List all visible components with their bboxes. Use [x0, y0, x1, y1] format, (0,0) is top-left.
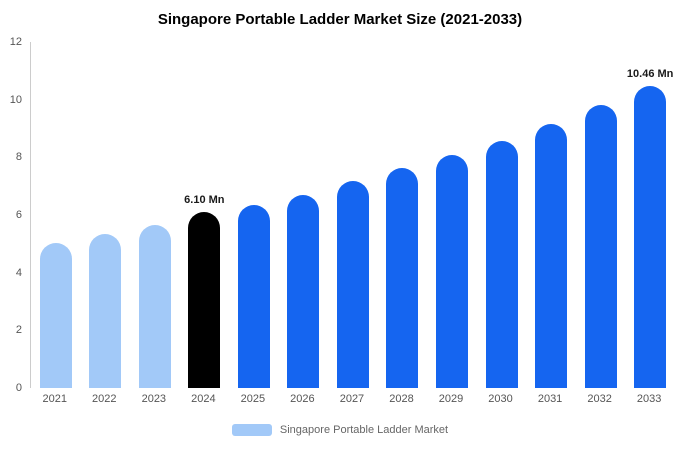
bar-2030	[485, 140, 518, 388]
bar-2026	[287, 194, 320, 388]
legend-swatch	[231, 424, 272, 436]
bar-2031	[535, 124, 568, 388]
x-tick-label: 2021	[42, 393, 67, 405]
x-tick-label: 2022	[92, 393, 117, 405]
bar-slot: 10.46 Mn	[625, 42, 675, 388]
legend-label: Singapore Portable Ladder Market	[279, 424, 449, 436]
y-tick-label: 10	[9, 93, 22, 106]
x-tick-label: 2025	[240, 393, 266, 405]
bar-slot	[427, 42, 477, 388]
bar-slot	[328, 42, 378, 388]
bar-slot	[229, 42, 279, 388]
x-tick-label: 2032	[587, 393, 612, 405]
x-tick-label: 2028	[389, 393, 414, 405]
bar-2024	[188, 212, 221, 388]
bar-2021	[39, 242, 72, 388]
y-tick-label: 6	[15, 209, 22, 221]
bar-2029	[436, 155, 469, 388]
x-axis: 2021 2022 2023 2024 2025 2026 2027 2028 2029 2030…	[30, 393, 674, 405]
bar-slot	[130, 42, 180, 388]
bar-2025	[237, 204, 270, 388]
x-tick-label: 2029	[438, 393, 464, 405]
bar-slot	[31, 42, 81, 388]
x-tick-label: 2033	[636, 393, 662, 405]
bar-2023	[138, 225, 171, 388]
y-tick-label: 8	[15, 151, 22, 164]
legend: Singapore Portable Ladder Market	[0, 424, 680, 436]
x-tick-label: 2023	[141, 393, 167, 405]
bar-2032	[584, 105, 617, 388]
bar-2027	[336, 180, 369, 388]
bar-slot	[576, 42, 626, 388]
x-tick-label: 2026	[290, 393, 315, 405]
bar-value-label: 10.46 Mn	[626, 68, 674, 81]
plot-area: 6.10 Mn 10.46 Mn	[30, 42, 675, 388]
y-axis: 0 2 4 6 8 10 12	[0, 36, 26, 394]
y-tick-label: 4	[15, 266, 22, 279]
bar-slot	[526, 42, 576, 388]
bar-2028	[386, 168, 419, 388]
bar-slot	[378, 42, 428, 388]
y-tick-label: 12	[9, 36, 22, 48]
bar-2033	[634, 86, 667, 388]
bar-slot: 6.10 Mn	[180, 42, 230, 388]
bar-value-label: 6.10 Mn	[184, 194, 225, 207]
x-tick-label: 2024	[191, 393, 216, 405]
y-tick-label: 0	[15, 382, 22, 394]
bar-2022	[89, 233, 122, 388]
y-tick-label: 2	[15, 324, 22, 337]
chart-title: Singapore Portable Ladder Market Size (2…	[157, 11, 523, 28]
x-tick-label: 2027	[339, 393, 365, 405]
bar-slot	[477, 42, 527, 388]
x-tick-label: 2030	[488, 393, 513, 405]
x-tick-label: 2031	[537, 393, 563, 405]
bar-slot	[279, 42, 329, 388]
bar-slot	[81, 42, 131, 388]
